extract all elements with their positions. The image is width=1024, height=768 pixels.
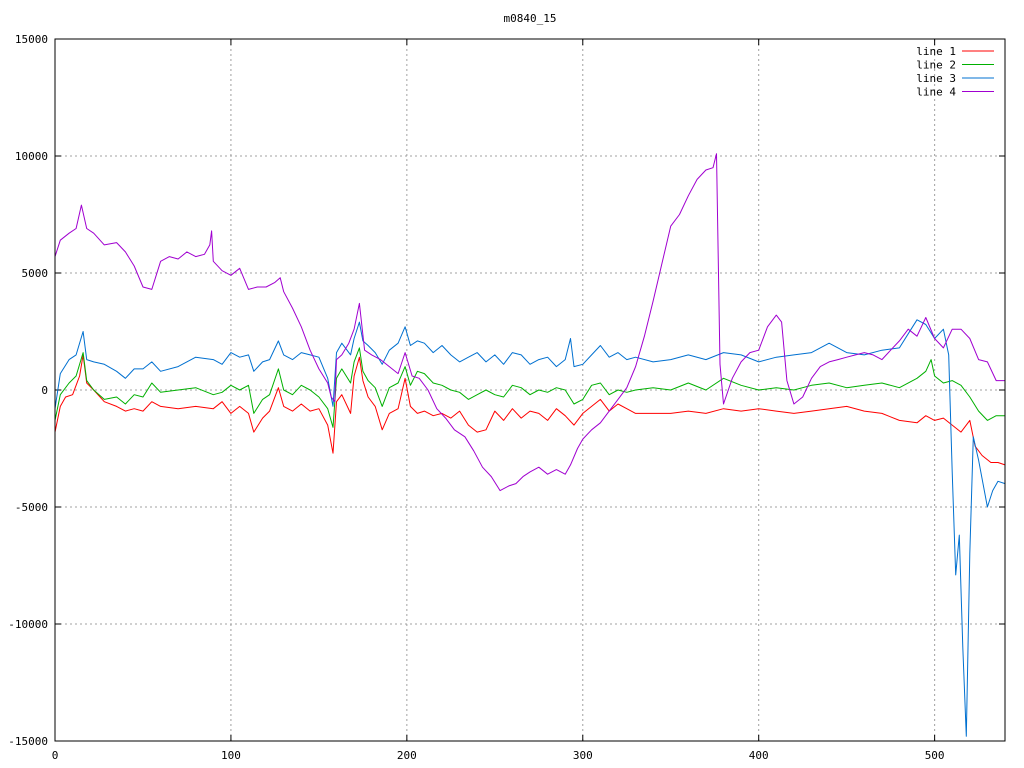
x-tick-label: 0 — [52, 749, 59, 762]
chart-title: m0840_15 — [504, 12, 557, 25]
series-line-3 — [54, 319, 1006, 737]
legend-label: line 3 — [916, 72, 956, 85]
y-tick-label: -5000 — [15, 501, 48, 514]
y-tick-label: 5000 — [22, 267, 49, 280]
y-tick-label: 0 — [41, 384, 48, 397]
plot-frame — [54, 38, 1006, 742]
x-tick-label: 300 — [573, 749, 593, 762]
x-tick-label: 200 — [397, 749, 417, 762]
y-tick-label: -15000 — [8, 735, 48, 748]
y-tick-label: -10000 — [8, 618, 48, 631]
legend-label: line 4 — [916, 86, 956, 99]
series-lines — [54, 153, 1006, 737]
series-line-2 — [54, 347, 1005, 428]
legend-label: line 2 — [916, 59, 956, 72]
y-tick-label: 15000 — [15, 33, 48, 46]
x-tick-label: 500 — [925, 749, 945, 762]
x-tick-label: 400 — [749, 749, 769, 762]
x-tick-label: 100 — [221, 749, 241, 762]
legend-label: line 1 — [916, 45, 956, 58]
series-line-4 — [54, 153, 1005, 492]
y-tick-label: 10000 — [15, 150, 48, 163]
series-line-1 — [54, 354, 1006, 466]
